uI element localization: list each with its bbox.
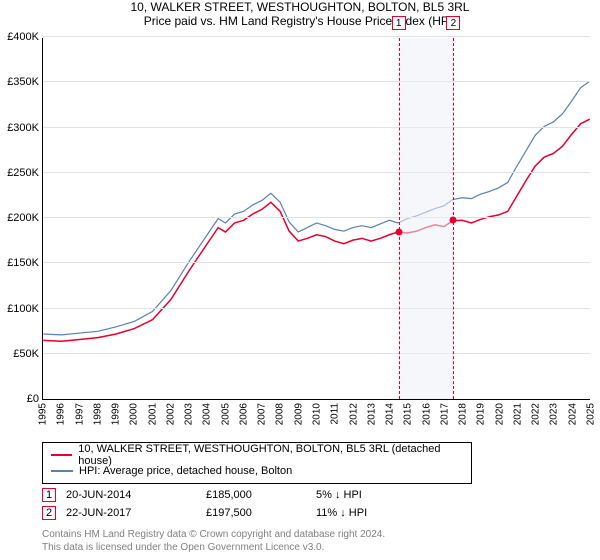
sale-row-marker: 1 — [42, 488, 56, 502]
sale-dot — [395, 228, 402, 235]
y-gridline — [43, 172, 590, 173]
x-tick-label: 2003 — [184, 403, 195, 425]
x-tick-label: 2019 — [476, 403, 487, 425]
y-gridline — [43, 308, 590, 309]
x-tick-label: 2007 — [257, 403, 268, 425]
x-tick-label: 2005 — [220, 403, 231, 425]
y-tick-label: £250K — [7, 167, 39, 179]
y-gridline — [43, 36, 590, 37]
sales-table: 1 20-JUN-2014£185,0005% ↓ HPI 2 22-JUN-2017… — [42, 486, 367, 522]
sale-period-band — [399, 38, 454, 399]
x-tick-label: 2008 — [275, 403, 286, 425]
x-tick-label: 2025 — [586, 403, 597, 425]
sale-marker-box: 2 — [446, 16, 460, 30]
sale-date: 20-JUN-2014 — [66, 489, 206, 501]
x-tick-label: 2016 — [421, 403, 432, 425]
y-tick-label: £50K — [13, 348, 39, 360]
chart-subtitle: Price paid vs. HM Land Registry's House … — [0, 14, 600, 28]
x-tick-label: 2011 — [330, 403, 341, 425]
footer-line-1: Contains HM Land Registry data © Crown c… — [42, 528, 385, 541]
y-tick-label: £200K — [7, 212, 39, 224]
y-gridline — [43, 81, 590, 82]
y-tick-label: £300K — [7, 122, 39, 134]
footer-attribution: Contains HM Land Registry data © Crown c… — [42, 528, 385, 554]
sale-row-marker: 2 — [42, 506, 56, 520]
x-tick-label: 2000 — [129, 403, 140, 425]
x-tick-label: 1995 — [38, 403, 49, 425]
x-tick-label: 2018 — [458, 403, 469, 425]
legend-box: 10, WALKER STREET, WESTHOUGHTON, BOLTON,… — [42, 442, 472, 484]
sale-price: £185,000 — [206, 489, 316, 501]
x-tick-label: 2024 — [567, 403, 578, 425]
y-gridline — [43, 262, 590, 263]
x-tick-label: 1996 — [56, 403, 67, 425]
y-gridline — [43, 217, 590, 218]
y-gridline — [43, 353, 590, 354]
sale-diff: 11% ↓ HPI — [316, 507, 367, 519]
x-tick-label: 2022 — [531, 403, 542, 425]
x-tick-label: 2021 — [512, 403, 523, 425]
legend-row: 10, WALKER STREET, WESTHOUGHTON, BOLTON,… — [51, 447, 463, 463]
x-tick-label: 2014 — [385, 403, 396, 425]
x-tick-label: 2004 — [202, 403, 213, 425]
x-tick-label: 2015 — [403, 403, 414, 425]
legend-swatch — [51, 454, 72, 456]
sale-diff: 5% ↓ HPI — [316, 489, 362, 501]
x-tick-label: 2020 — [494, 403, 505, 425]
x-tick-label: 1997 — [74, 403, 85, 425]
x-tick-label: 2023 — [549, 403, 560, 425]
sale-row: 2 22-JUN-2017£197,50011% ↓ HPI — [42, 504, 367, 522]
sale-date: 22-JUN-2017 — [66, 507, 206, 519]
x-tick-label: 2006 — [238, 403, 249, 425]
sale-row: 1 20-JUN-2014£185,0005% ↓ HPI — [42, 486, 367, 504]
x-tick-label: 2012 — [348, 403, 359, 425]
x-tick-label: 2002 — [165, 403, 176, 425]
y-tick-label: £400K — [7, 31, 39, 43]
chart-plot-svg — [43, 38, 590, 399]
y-tick-label: £350K — [7, 76, 39, 88]
sale-vline — [399, 38, 400, 399]
sale-dot — [450, 217, 457, 224]
sale-price: £197,500 — [206, 507, 316, 519]
x-tick-label: 2010 — [312, 403, 323, 425]
price-chart: £0£50K£100K£150K£200K£250K£300K£350K£400… — [42, 38, 590, 400]
series-line — [43, 81, 589, 335]
x-tick-label: 2017 — [439, 403, 450, 425]
chart-title: 10, WALKER STREET, WESTHOUGHTON, BOLTON,… — [0, 0, 600, 14]
sale-marker-box: 1 — [392, 16, 406, 30]
y-gridline — [43, 127, 590, 128]
x-tick-label: 2009 — [293, 403, 304, 425]
x-tick-label: 2001 — [147, 403, 158, 425]
legend-label: HPI: Average price, detached house, Bolt… — [79, 465, 292, 477]
footer-line-2: This data is licensed under the Open Gov… — [42, 541, 385, 554]
x-tick-label: 1998 — [92, 403, 103, 425]
y-tick-label: £150K — [7, 257, 39, 269]
y-tick-label: £100K — [7, 303, 39, 315]
legend-label: 10, WALKER STREET, WESTHOUGHTON, BOLTON,… — [78, 443, 463, 467]
x-tick-label: 2013 — [366, 403, 377, 425]
x-tick-label: 1999 — [111, 403, 122, 425]
legend-swatch — [51, 470, 73, 472]
